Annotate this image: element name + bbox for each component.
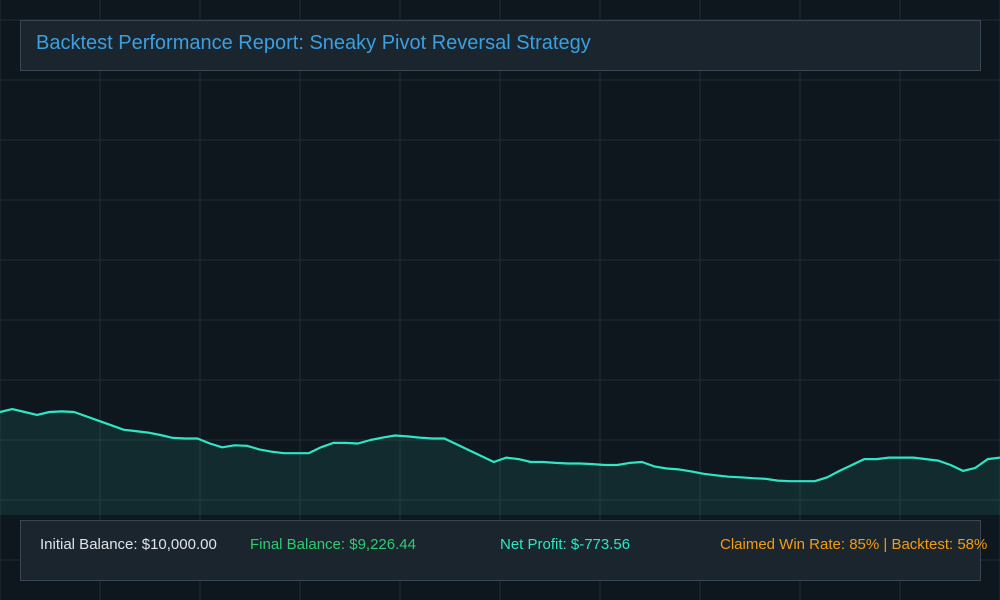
stats-panel: Initial Balance: $10,000.00 Final Balanc… — [20, 520, 987, 581]
equity-line — [0, 408, 1000, 483]
report-header: Backtest Performance Report: Sneaky Pivo… — [20, 20, 981, 71]
page-title: Backtest Performance Report: Sneaky Pivo… — [36, 32, 591, 54]
win-rate: Claimed Win Rate: 85% | Backtest: 58% — [720, 536, 988, 553]
equity-area — [0, 409, 1000, 515]
initial-balance: Initial Balance: $10,000.00 — [40, 536, 217, 553]
net-profit: Net Profit: $-773.56 — [500, 536, 631, 553]
final-balance: Final Balance: $9,226.44 — [250, 536, 416, 553]
